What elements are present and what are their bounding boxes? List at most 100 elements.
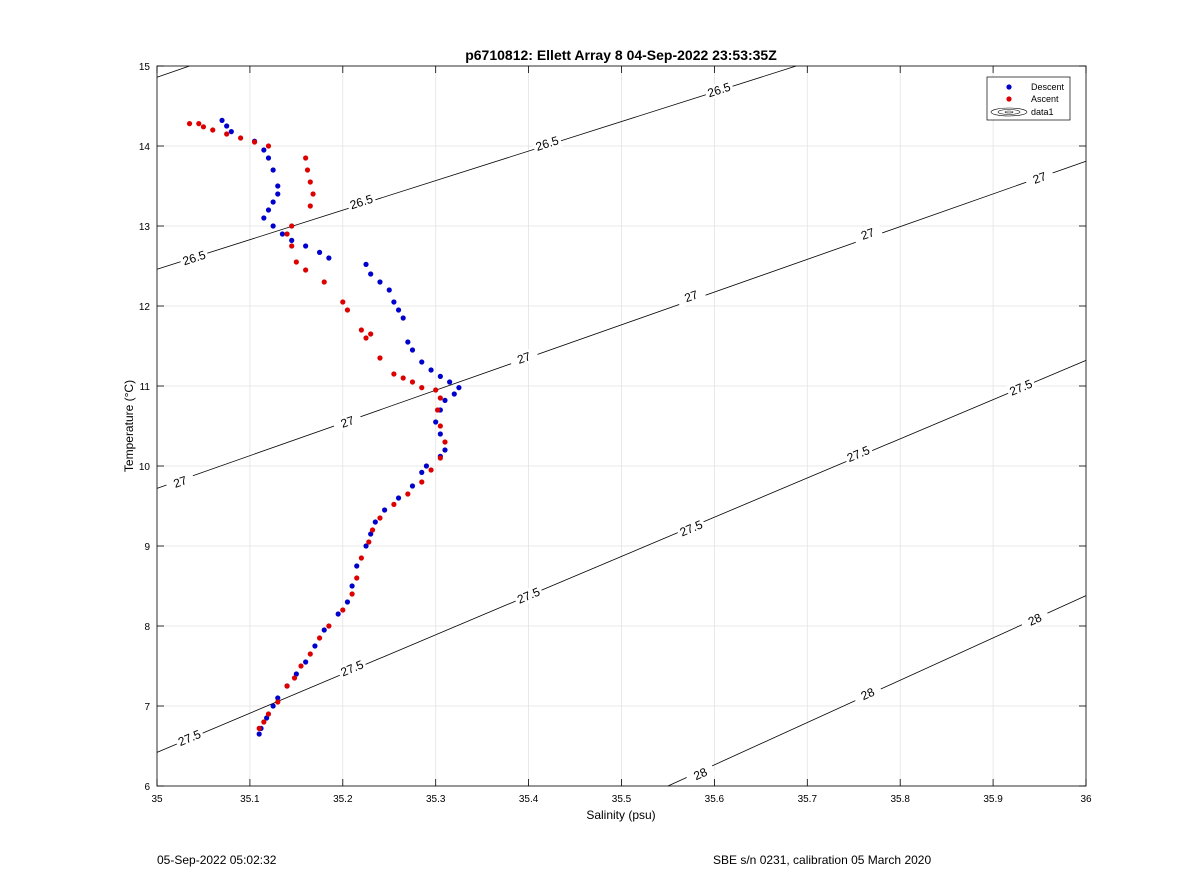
ascent-point [316,635,323,641]
descent-point [312,643,318,649]
x-tick-label: 35.7 [798,794,818,805]
chart-title: p6710812: Ellett Array 8 04-Sep-2022 23:… [465,47,777,63]
x-axis-label: Salinity (psu) [586,808,655,822]
ascent-point [289,223,295,229]
contour-label-bg [675,285,707,308]
data-points [186,117,462,737]
contour-label-bg [336,656,368,681]
contour-label: 26.5 [348,192,375,213]
descent-point [419,359,425,365]
ascent-point [196,121,202,127]
ascent-point [303,267,309,273]
descent-point [428,367,434,373]
ascent-point [256,725,262,732]
x-tick-label: 35.4 [519,794,539,805]
x-tick-label: 35.3 [426,794,446,805]
descent-point [433,419,439,425]
y-tick-label: 9 [144,542,150,553]
contour-label-bg [1019,607,1051,632]
ascent-point [298,663,304,669]
ascent-point [405,491,411,497]
descent-point [279,231,286,237]
contour-label: 27 [683,287,701,305]
descent-point [275,695,281,701]
ascent-point [251,139,258,145]
y-tick-label: 13 [139,222,151,233]
descent-point [219,117,225,123]
ascent-point [307,651,313,657]
ascent-point [344,307,351,313]
descent-point [456,385,462,391]
descent-point [391,299,397,305]
contour-line [156,65,797,270]
descent-point [400,315,406,321]
descent-point [405,339,411,345]
ascent-point [303,155,309,161]
axis-ticks: 35 35.1 35.2 35.3 35.4 35.5 35.6 35.7 35.8 35.9 36… [139,62,1092,805]
ascent-point [224,131,230,137]
ascent-point [369,527,376,533]
descent-point [261,215,267,221]
contour-label-bg [703,79,735,101]
descent-point [395,495,402,501]
x-tick-label: 36 [1080,794,1092,805]
ascent-point [275,699,281,705]
descent-point [270,223,276,229]
descent-point [442,447,448,453]
ascent-point [326,623,332,629]
contour-label-bg [331,410,363,434]
descent-point [335,611,341,617]
ascent-point [238,135,244,141]
descent-point [451,391,457,397]
descent-point [437,431,443,437]
descent-point [419,469,425,475]
contour-label-bg [531,132,563,155]
ascent-point [265,143,272,149]
descent-point [349,583,355,589]
contour-label: 27 [859,225,877,243]
legend-contour-icon [990,107,1028,117]
contour-label: 26.5 [534,133,561,154]
descent-point [409,347,416,353]
x-tick-label: 35.8 [890,794,910,805]
ascent-point [358,555,364,561]
descent-point [270,703,276,709]
ascent-point [304,167,311,173]
ascent-point [186,121,193,127]
contour-label: 28 [1026,610,1044,628]
descent-point [224,123,230,129]
contour-label: 27 [1031,169,1049,187]
descent-point [368,531,374,537]
legend-box [986,76,1071,121]
descent-point [363,261,369,267]
contour-label-bg [852,681,884,707]
contour-label: 26.5 [181,248,208,269]
descent-point [344,599,351,605]
chart-legend: Descent Ascent data1 [986,76,1071,121]
descent-point [377,279,383,285]
descent-point [270,167,276,173]
ascent-point [261,719,267,725]
legend-data1-label: data1 [1031,107,1054,117]
ascent-point [428,467,434,473]
ascent-point [293,259,299,265]
contour-label-bg [173,726,206,750]
x-tick-label: 35.1 [240,794,260,805]
contour-line [156,65,190,78]
descent-point [261,147,267,153]
ascent-point [366,539,372,545]
descent-point [447,379,453,385]
descent-point [409,483,416,489]
x-tick-label: 35.6 [705,794,725,805]
descent-point [395,307,402,313]
ascent-point [354,575,360,581]
y-tick-label: 10 [139,462,151,473]
descent-point [363,543,369,549]
descent-point [303,659,309,665]
contour-label-bg [852,222,884,246]
contour-label-bg [675,516,707,541]
legend-contour-icon-core [1004,110,1014,114]
contour-label-bg [508,346,540,370]
ascent-point [310,191,316,197]
ascent-point [349,591,355,597]
